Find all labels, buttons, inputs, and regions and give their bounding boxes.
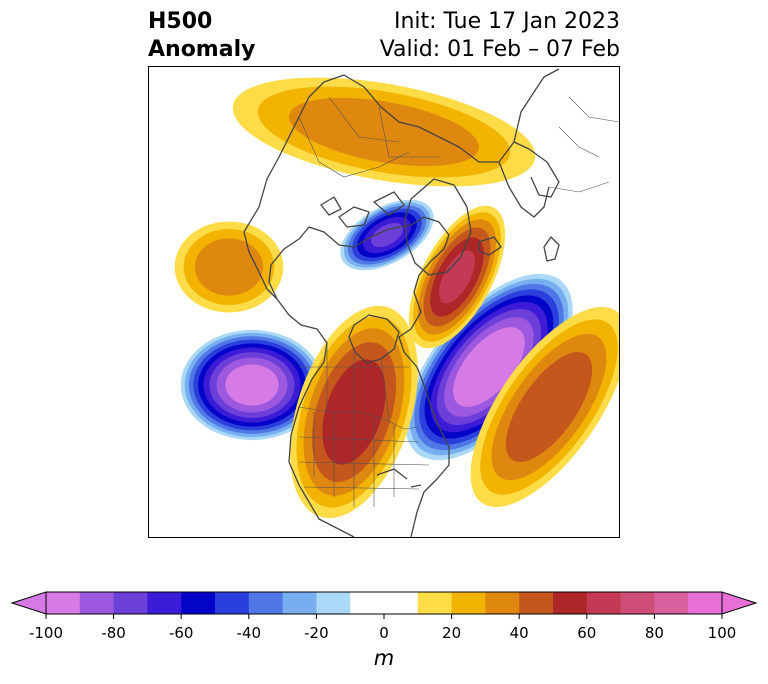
anomaly-contour-band: [439, 250, 475, 304]
colorbar-tick-label: -80: [101, 624, 126, 642]
colorbar-cell: [181, 592, 216, 614]
colorbar-cell: [79, 592, 115, 614]
colorbar-cell: [451, 592, 486, 614]
colorbar-cell: [147, 592, 182, 614]
anomaly-contour-band: [202, 244, 256, 290]
colorbar-cells: [46, 592, 723, 614]
state-lines: [298, 412, 430, 507]
alaska-coastline: [243, 231, 278, 300]
siberia-high: [232, 77, 536, 187]
colorbar-unit-label: m: [373, 646, 395, 670]
canada-province-lines: [299, 343, 409, 420]
uk-coastline: [543, 236, 560, 262]
russia-lines: [298, 96, 439, 178]
anomaly-contour-band: [231, 368, 273, 402]
colorbar-cell: [316, 592, 351, 614]
title-valid-range: Valid: 01 Feb – 07 Feb: [379, 37, 620, 62]
colorbar-tickmarks: [45, 614, 723, 619]
iceland-coastline: [478, 236, 502, 256]
colorbar: [10, 591, 758, 619]
colorbar-tick-label: 20: [442, 624, 462, 642]
colorbar-cell: [688, 592, 723, 614]
colorbar-cell: [282, 592, 317, 614]
title-field: Anomaly: [148, 37, 256, 62]
colorbar-underflow-arrow: [10, 591, 47, 615]
colorbar-cell: [654, 592, 689, 614]
aleutian-high: [174, 221, 284, 313]
colorbar-cell: [485, 592, 520, 614]
colorbar-tick-label: -60: [168, 624, 194, 642]
colorbar-cell: [519, 592, 554, 614]
greenland-coastline: [404, 178, 472, 276]
anomaly-map-canvas: [174, 68, 619, 537]
political-borders: [298, 96, 619, 507]
east-atlantic-high: [470, 306, 619, 508]
colorbar-tick-label: -20: [304, 624, 329, 642]
map-title-left: H500 Anomaly: [148, 8, 255, 64]
colorbar-cell: [248, 592, 284, 614]
eurasia-coastline: [243, 68, 560, 233]
europe-lines: [548, 96, 619, 193]
colorbar-overflow-arrow: [721, 591, 758, 615]
colorbar-cell: [620, 592, 655, 614]
colorbar-tick-label: 80: [644, 624, 664, 642]
map-title-right: Init: Tue 17 Jan 2023 Valid: 01 Feb – 07…: [380, 8, 620, 64]
anomaly-map: [148, 66, 620, 538]
colorbar-tick-label: 40: [509, 624, 529, 642]
colorbar-cell: [215, 592, 250, 614]
north-america-coastline: [268, 216, 450, 537]
colorbar-tick-label: 0: [379, 624, 389, 642]
scandinavia-coastline: [513, 141, 560, 198]
title-variable: H500: [148, 9, 213, 34]
us-canada-border: [298, 406, 420, 430]
anomaly-contour-band: [465, 340, 513, 394]
anomaly-contour-band: [515, 363, 583, 451]
colorbar-tick-label: -100: [28, 624, 64, 642]
colorbar-cell: [586, 592, 622, 614]
colorbar-tick-label: 100: [707, 624, 737, 642]
colorbar-tick-label: -40: [236, 624, 262, 642]
colorbar-tick-label: 60: [577, 624, 597, 642]
anomaly-contour-band: [371, 222, 403, 248]
colorbar-cell: [350, 592, 419, 614]
arctic-islands: [320, 191, 405, 228]
colorbar-cell: [417, 592, 453, 614]
atlantic-low: [405, 273, 573, 461]
pacific-low: [180, 329, 324, 441]
colorbar-cell: [46, 592, 81, 614]
title-init-date: Init: Tue 17 Jan 2023: [393, 9, 620, 34]
colorbar-cell: [553, 592, 588, 614]
hudson-bay-coastline: [348, 314, 400, 364]
colorbar-cell: [113, 592, 148, 614]
greenland-arctic-low: [340, 199, 434, 271]
